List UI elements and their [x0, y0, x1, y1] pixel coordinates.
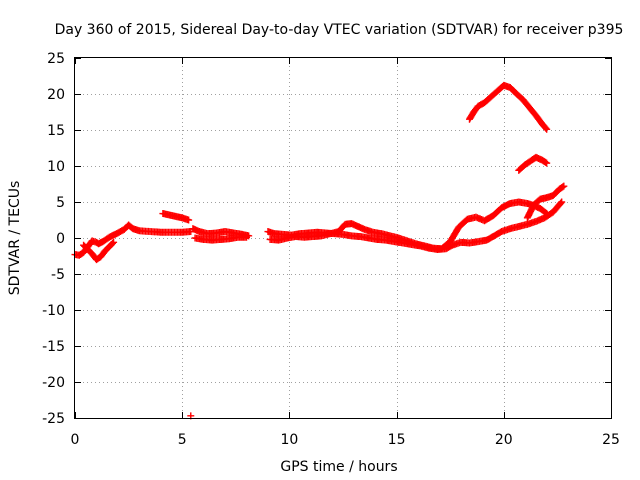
data-points: [71, 81, 568, 420]
series-track-c: [159, 210, 193, 224]
x-tick-label: 5: [178, 432, 187, 448]
data-point: [543, 159, 551, 167]
series-track-i: [515, 153, 551, 174]
y-tick-label: 0: [56, 231, 65, 247]
series-track-j: [523, 182, 568, 222]
x-tick-label: 20: [495, 432, 513, 448]
data-point: [543, 210, 551, 218]
data-point: [109, 239, 117, 247]
data-point: [559, 183, 567, 191]
series-track-b: [80, 238, 118, 264]
y-tick-labels: -25 -20 -15 -10 -5 0 5 10 15 20 25: [42, 51, 65, 427]
data-point: [542, 124, 550, 132]
series-track-g: [266, 198, 551, 253]
data-point: [542, 209, 550, 217]
data-point: [560, 182, 568, 190]
chart-title: Day 360 of 2015, Sidereal Day-to-day VTE…: [55, 22, 624, 38]
x-tick-label: 0: [71, 432, 80, 448]
y-tick-label: -10: [42, 303, 65, 319]
x-axis-label: GPS time / hours: [280, 459, 397, 475]
y-tick-label: -25: [42, 411, 65, 427]
y-tick-label: 10: [47, 159, 65, 175]
data-point: [558, 198, 566, 206]
y-tick-label: -20: [42, 375, 65, 391]
series-track-a: [71, 221, 195, 259]
x-tick-label: 15: [388, 432, 406, 448]
data-point: [243, 233, 251, 241]
data-point: [557, 199, 565, 207]
y-tick-label: 25: [47, 51, 65, 67]
y-tick-label: 20: [47, 87, 65, 103]
plot-frame: [74, 57, 612, 419]
x-tick-label: 10: [280, 432, 298, 448]
data-point: [542, 158, 550, 166]
data-point: [185, 216, 193, 224]
data-point: [110, 238, 118, 246]
y-tick-label: -5: [51, 267, 65, 283]
y-tick-label: 5: [56, 195, 65, 211]
y-tick-label: 15: [47, 123, 65, 139]
x-tick-labels: 0 5 10 15 20 25: [71, 432, 620, 448]
data-point: [543, 125, 551, 133]
y-tick-label: -15: [42, 339, 65, 355]
y-axis-label: SDTVAR / TECUs: [7, 181, 23, 296]
x-tick-label: 25: [602, 432, 620, 448]
series-track-e: [191, 233, 251, 244]
series-track-h: [465, 81, 551, 133]
